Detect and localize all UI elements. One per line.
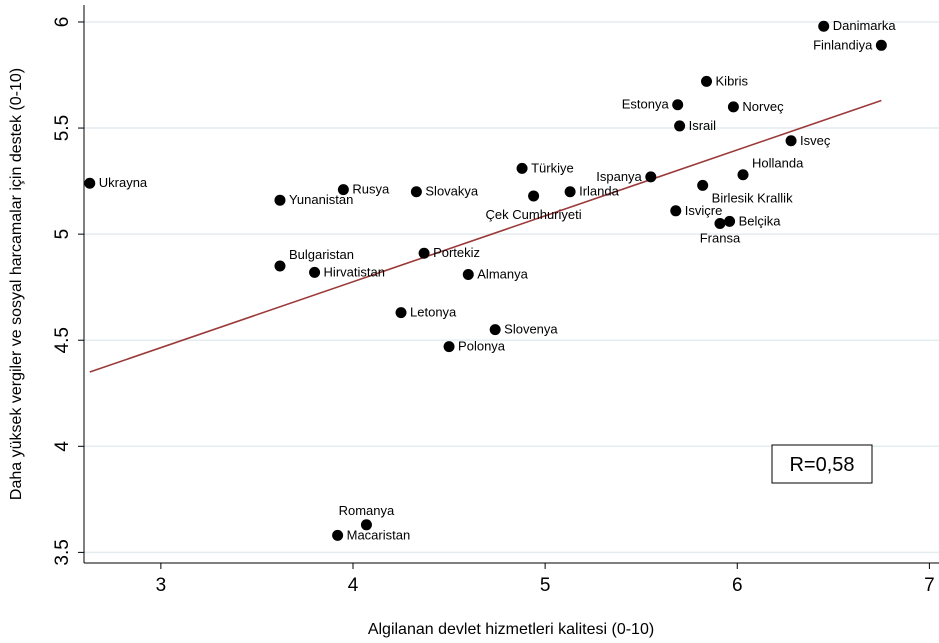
data-point: [332, 529, 344, 541]
data-point: [724, 215, 736, 227]
y-tick-label: 4: [52, 441, 73, 452]
annotation-box: R=0,58: [771, 444, 873, 484]
y-tick-label: 4.5: [52, 327, 73, 353]
point-labels: Danimarka Finlandiya Kibris Estonya Norveç Is…: [99, 18, 897, 542]
y-tick-label: 3.5: [52, 539, 73, 565]
point-label: Romanya: [339, 503, 395, 518]
annotation-text: R=0,58: [789, 454, 854, 476]
data-point: [875, 39, 887, 51]
x-tick-label: 4: [348, 575, 359, 596]
data-point: [528, 190, 540, 202]
point-label: Belçika: [739, 213, 782, 228]
data-point: [670, 205, 682, 217]
data-point: [489, 324, 501, 336]
point-label: Estonya: [622, 97, 670, 112]
point-label: Kibris: [716, 73, 749, 88]
point-label: Macaristan: [347, 527, 411, 542]
point-label: Polonya: [458, 339, 506, 354]
point-label: Fransa: [700, 231, 741, 246]
fit-line: [89, 99, 882, 373]
data-point: [672, 99, 684, 111]
point-label: Isveç: [800, 133, 831, 148]
point-label: Finlandiya: [813, 37, 873, 52]
y-axis-title: Daha yüksek vergiler ve sosyal harcamala…: [8, 68, 25, 500]
y-tick-label: 5: [52, 229, 73, 240]
point-label: Portekiz: [433, 245, 480, 260]
x-tick-label: 7: [924, 575, 935, 596]
data-point: [674, 120, 686, 132]
point-label: Rusya: [352, 182, 390, 197]
data-point: [737, 169, 749, 181]
data-point: [818, 20, 830, 32]
data-point: [727, 101, 739, 113]
point-label: Birlesik Krallik: [712, 190, 793, 205]
data-point: [645, 171, 657, 183]
point-label: Irlanda: [579, 184, 620, 199]
point-label: Hollanda: [752, 156, 804, 171]
annotation-frame: [771, 444, 873, 484]
point-label: Slovenya: [504, 322, 558, 337]
point-label: Ispanya: [596, 169, 642, 184]
y-tick-label: 6: [52, 17, 73, 28]
data-point: [697, 179, 709, 191]
point-label: Bulgaristan: [289, 247, 354, 262]
data-point: [360, 519, 372, 531]
y-ticks: 3.5 4 4.5 5 5.5 6: [52, 17, 84, 566]
data-point: [395, 307, 407, 319]
data-point: [84, 177, 96, 189]
x-axis-title: Algilanan devlet hizmetleri kalitesi (0-…: [368, 621, 654, 638]
x-ticks: 3 4 5 6 7: [156, 563, 935, 596]
point-label: Slovakya: [425, 184, 479, 199]
point-label: Ukrayna: [99, 175, 148, 190]
point-label: Letonya: [410, 305, 457, 320]
fit-line-group: [89, 99, 882, 373]
data-point: [274, 194, 286, 206]
y-tick-label: 5.5: [52, 115, 73, 141]
point-label: Türkiye: [531, 160, 574, 175]
point-label: Almanya: [477, 266, 528, 281]
data-point: [337, 184, 349, 196]
data-point: [462, 268, 474, 280]
x-tick-label: 6: [732, 575, 743, 596]
data-point: [714, 218, 726, 230]
data-point: [309, 266, 321, 278]
x-tick-label: 5: [540, 575, 551, 596]
point-label: Isviçre: [685, 203, 723, 218]
data-point: [701, 75, 713, 87]
data-point: [410, 186, 422, 198]
data-points: [84, 20, 887, 541]
data-point: [274, 260, 286, 272]
point-label: Hirvatistan: [324, 264, 385, 279]
data-point: [418, 247, 430, 259]
data-point: [443, 341, 455, 353]
point-label: Danimarka: [833, 18, 897, 33]
point-label: Norveç: [742, 99, 784, 114]
point-label: Yunanistan: [289, 192, 353, 207]
point-label: Çek Cumhuriyeti: [486, 207, 582, 222]
gridlines: [84, 21, 939, 554]
x-tick-label: 3: [156, 575, 167, 596]
data-point: [516, 162, 528, 174]
data-point: [564, 186, 576, 198]
point-label: Israil: [689, 118, 717, 133]
data-point: [785, 135, 797, 147]
